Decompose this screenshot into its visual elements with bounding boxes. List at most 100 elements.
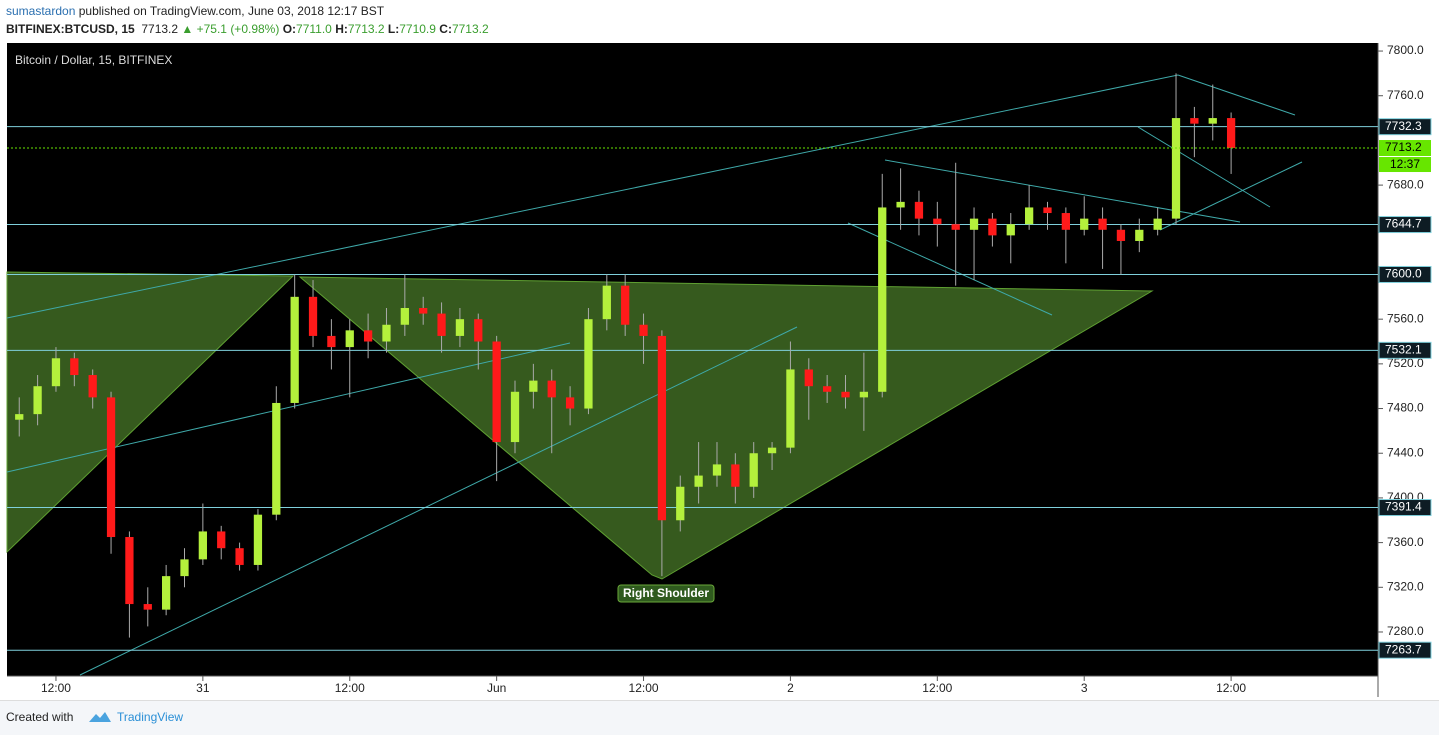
ohlc-key: C: bbox=[439, 22, 452, 36]
annotation-box bbox=[617, 584, 715, 603]
candle-body bbox=[492, 341, 501, 443]
candle-body bbox=[33, 386, 42, 415]
candle-body bbox=[327, 335, 336, 348]
footer: Created with TradingView bbox=[0, 700, 1439, 735]
candle-body bbox=[1208, 118, 1217, 124]
level-label: 7263.7 bbox=[1385, 642, 1422, 656]
level-label-box bbox=[1378, 341, 1432, 359]
x-tick-label: 12:00 bbox=[922, 681, 952, 695]
candle-body bbox=[510, 391, 520, 443]
candle-body bbox=[1226, 118, 1236, 149]
candle-body bbox=[308, 296, 318, 336]
brand[interactable]: TradingView bbox=[117, 710, 184, 724]
trendline bbox=[1159, 161, 1303, 231]
candle-body bbox=[1080, 218, 1089, 230]
x-tick-label: 12:00 bbox=[41, 681, 71, 695]
y-tick-label: 7360.0 bbox=[1387, 535, 1424, 549]
x-tick-label: 12:00 bbox=[335, 681, 365, 695]
candle-body bbox=[951, 224, 960, 230]
candle-body bbox=[694, 475, 703, 487]
ohlc-key: L: bbox=[387, 22, 400, 36]
candle-body bbox=[1171, 118, 1181, 219]
trendline bbox=[884, 159, 1241, 223]
candle-body bbox=[143, 604, 152, 610]
level-label-box bbox=[1378, 216, 1432, 234]
last-price-label: 7713.2 bbox=[1385, 140, 1422, 154]
y-tick-label: 7520.0 bbox=[1387, 356, 1424, 370]
annotation: Right Shoulder bbox=[623, 586, 709, 600]
candle-body bbox=[914, 201, 924, 219]
candle-body bbox=[804, 369, 813, 387]
candle-body bbox=[767, 447, 777, 454]
candle-body bbox=[1190, 118, 1199, 124]
candle-body bbox=[786, 369, 795, 448]
ohlc-key: O: bbox=[282, 22, 297, 36]
candle-body bbox=[345, 330, 354, 348]
candle-body bbox=[125, 537, 134, 605]
ohlc-value: 7713.2 bbox=[347, 22, 385, 36]
created-with: Created with bbox=[6, 710, 74, 724]
level-label: 7532.1 bbox=[1385, 343, 1422, 357]
candle-body bbox=[988, 218, 997, 236]
y-tick-label: 7480.0 bbox=[1387, 401, 1424, 415]
y-tick-label: 7320.0 bbox=[1387, 579, 1424, 593]
publish-line: sumastardon published on TradingView.com… bbox=[6, 4, 384, 18]
trendlines bbox=[6, 74, 1303, 676]
candle-body bbox=[437, 313, 446, 336]
level-label-box bbox=[1378, 118, 1432, 136]
candle-body bbox=[419, 307, 428, 314]
level-label-box bbox=[1378, 265, 1432, 283]
candle-body bbox=[841, 391, 850, 398]
countdown-box bbox=[1379, 157, 1431, 173]
x-tick-label: 31 bbox=[196, 681, 210, 695]
candle-body bbox=[70, 358, 79, 376]
y-tick-label: 7440.0 bbox=[1387, 445, 1424, 459]
trendline bbox=[1137, 126, 1271, 208]
candle-body bbox=[474, 319, 483, 342]
published: published on TradingView.com, June 03, 2… bbox=[78, 4, 385, 18]
last-price-box bbox=[1379, 140, 1431, 157]
y-tick-label: 7760.0 bbox=[1387, 88, 1424, 102]
candle-body bbox=[731, 464, 740, 487]
author[interactable]: sumastardon bbox=[6, 4, 76, 18]
drawings bbox=[6, 73, 1378, 676]
level-label: 7391.4 bbox=[1385, 500, 1422, 514]
symbol: BITFINEX:BTCUSD, 15 bbox=[6, 22, 135, 36]
candle-body bbox=[180, 559, 189, 577]
candle-body bbox=[198, 531, 207, 560]
candle-body bbox=[162, 576, 171, 610]
ohlc-value: 7711.0 bbox=[296, 22, 332, 36]
candle-body bbox=[676, 486, 685, 521]
candle-body bbox=[88, 375, 97, 398]
candle-body bbox=[1116, 229, 1126, 241]
candle-body bbox=[547, 380, 556, 398]
candle-body bbox=[749, 453, 758, 487]
candle-body bbox=[363, 330, 373, 342]
candle-body bbox=[235, 548, 244, 565]
candle-body bbox=[290, 296, 299, 403]
chart: Bitcoin / Dollar, 15, BITFINEX 7800.0 776… bbox=[6, 43, 1432, 697]
candle-body bbox=[621, 285, 630, 325]
logo bbox=[89, 712, 111, 722]
x-tick-label: 12:00 bbox=[1216, 681, 1246, 695]
x-tick-label: 2 bbox=[787, 681, 794, 695]
y-tick-label: 7280.0 bbox=[1387, 624, 1424, 638]
y-tick-label: 7560.0 bbox=[1387, 311, 1424, 325]
x-tick-label: 12:00 bbox=[629, 681, 659, 695]
ohlc-key: H: bbox=[335, 22, 348, 36]
candle-body bbox=[455, 319, 465, 336]
countdown: 12:37 bbox=[1390, 157, 1420, 171]
price: 7713.2 bbox=[141, 22, 179, 36]
candle-body bbox=[639, 324, 648, 336]
ohlc-value: 7713.2 bbox=[451, 22, 489, 36]
x-tick-label: Jun bbox=[487, 681, 506, 695]
candle-body bbox=[106, 397, 116, 538]
x-tick-label: 3 bbox=[1081, 681, 1088, 695]
candle-body bbox=[51, 358, 61, 387]
level-label-box bbox=[1378, 499, 1432, 517]
candle-body bbox=[1061, 213, 1070, 230]
level-label: 7644.7 bbox=[1385, 217, 1422, 231]
candle-body bbox=[712, 464, 722, 476]
candle-body bbox=[878, 207, 887, 392]
trendline bbox=[6, 74, 1179, 319]
